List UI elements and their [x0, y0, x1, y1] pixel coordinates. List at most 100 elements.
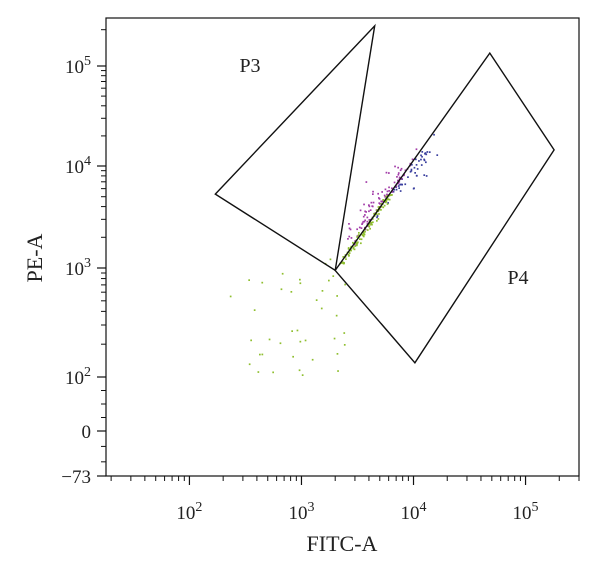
event-dot-p4 [400, 178, 403, 180]
event-dot-boundary [390, 194, 392, 196]
event-dot-p4 [365, 211, 367, 213]
event-dot-boundary [391, 194, 393, 196]
event-dot-p4 [362, 215, 365, 218]
event-dot-p4 [369, 209, 372, 211]
event-dot-outlier [281, 272, 284, 275]
event-dot-p4 [366, 216, 369, 219]
event-dot-p4 [394, 165, 396, 168]
event-dot-outlier [261, 281, 264, 284]
event-dot-p3 [415, 158, 417, 161]
event-dot-p4 [364, 219, 366, 222]
event-dot-boundary [367, 224, 370, 226]
event-dot-outlier [257, 371, 260, 373]
event-dot-outlier [268, 338, 271, 341]
y-tick-label: 0 [82, 422, 92, 443]
event-dot-p4 [354, 243, 356, 246]
event-dot-p3 [395, 188, 398, 191]
event-dot-boundary [380, 205, 383, 208]
event-dot-p4 [386, 190, 389, 193]
x-axis-label: FITC-A [307, 531, 378, 556]
event-dot-p4 [384, 196, 387, 198]
event-dot-p3 [418, 160, 420, 162]
event-dot-boundary [377, 218, 380, 220]
y-tick-label: −73 [61, 467, 91, 488]
event-dot-p3 [425, 153, 428, 156]
event-dot-boundary [362, 234, 365, 237]
event-dot-p4 [386, 193, 388, 196]
event-dot-p4 [378, 198, 381, 200]
event-dot-p4 [380, 200, 383, 203]
event-dot-boundary [385, 195, 388, 198]
event-dot-boundary [356, 243, 358, 246]
event-dot-outlier [336, 353, 339, 355]
event-dot-p4 [396, 176, 398, 178]
event-dot-p3 [414, 172, 416, 174]
event-dot-outlier [279, 342, 282, 345]
event-dot-outlier [336, 295, 338, 297]
event-dot-p4 [348, 235, 351, 238]
event-dot-p3 [399, 183, 401, 186]
event-dot-p3 [410, 170, 413, 172]
event-dot-p4 [378, 202, 381, 204]
event-dot-boundary [363, 233, 366, 236]
event-dot-p4 [388, 190, 390, 192]
event-dot-p4 [388, 172, 390, 174]
gate-p4-label: P4 [507, 267, 528, 289]
event-dot-outlier [291, 330, 293, 332]
event-dot-boundary [363, 232, 365, 235]
event-dot-p4 [404, 169, 407, 172]
event-dot-p4 [368, 205, 371, 208]
event-dot-p3 [415, 164, 418, 166]
event-dot-boundary [347, 248, 350, 250]
event-dot-boundary [341, 262, 343, 264]
event-dot-boundary [386, 203, 389, 205]
event-dot-p4 [411, 158, 414, 161]
event-dot-p4 [365, 181, 368, 183]
event-dot-boundary [354, 245, 357, 247]
event-dot-p4 [362, 220, 365, 223]
event-dot-boundary [366, 229, 369, 231]
x-tick-label: 103 [288, 500, 314, 524]
event-dot-p3 [423, 158, 425, 161]
event-dot-outlier [298, 369, 301, 372]
event-dot-p3 [409, 170, 412, 173]
event-dot-p4 [385, 171, 388, 174]
event-dot-boundary [357, 234, 360, 236]
event-dot-p4 [397, 166, 399, 169]
event-dot-p4 [359, 209, 362, 212]
event-dot-p4 [354, 240, 356, 242]
event-dot-p4 [371, 205, 374, 207]
event-dot-p4 [397, 172, 400, 174]
event-dot-p4 [383, 194, 386, 197]
event-dot-p4 [384, 188, 387, 191]
gates: P3 P4 [214, 23, 555, 364]
event-dot-p4 [347, 238, 349, 240]
y-tick-label: 105 [65, 54, 91, 78]
event-dot-boundary [368, 225, 371, 228]
event-dot-boundary [345, 258, 347, 260]
event-dot-p3 [393, 188, 396, 191]
event-dot-outlier [299, 340, 302, 343]
event-dot-p3 [404, 183, 407, 186]
event-dot-p4 [350, 237, 353, 239]
event-dot-p3 [425, 175, 428, 177]
event-dot-outlier [299, 282, 302, 285]
y-tick-label: 103 [65, 256, 91, 280]
event-dot-boundary [347, 253, 350, 256]
event-dot-p3 [413, 187, 415, 190]
event-dot-p4 [398, 176, 401, 179]
event-dot-p4 [391, 187, 393, 190]
plot-frame [105, 17, 580, 477]
event-dot-boundary [353, 248, 356, 251]
event-dot-p4 [397, 173, 400, 176]
event-dot-boundary [373, 213, 375, 215]
gate-p3-label: P3 [239, 55, 260, 77]
event-dot-outlier [343, 332, 346, 334]
event-dot-p4 [381, 200, 384, 203]
event-dot-p4 [388, 186, 390, 189]
event-dot-p3 [436, 154, 439, 156]
x-tick-label: 102 [176, 500, 202, 524]
event-dot-p4 [360, 227, 363, 229]
event-dot-outlier [261, 353, 264, 356]
